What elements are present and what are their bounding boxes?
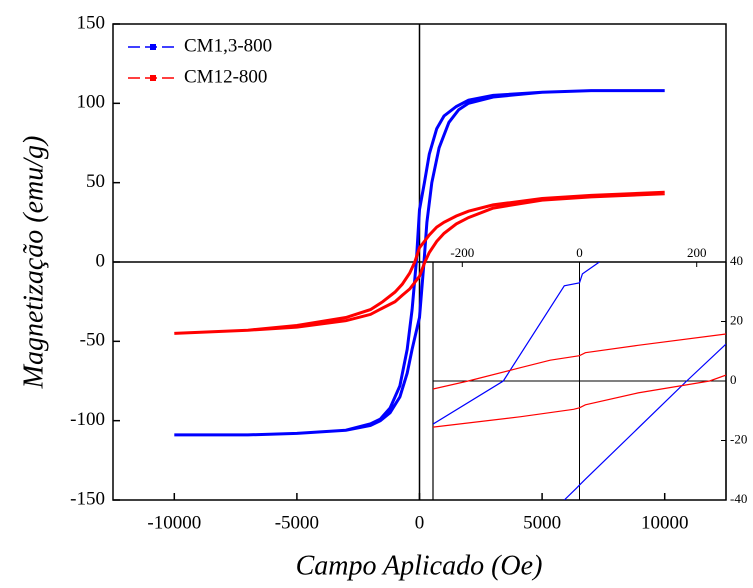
x-tick-label: 5000 [523, 512, 561, 533]
x-tick-label: 200 [687, 245, 707, 260]
y-tick-label: 0 [96, 250, 106, 271]
legend-label: CM1,3-800 [184, 35, 272, 56]
y-tick-label: -20 [730, 431, 747, 446]
y-tick-label: 100 [77, 92, 106, 113]
legend-marker [150, 44, 156, 50]
y-tick-label: -100 [70, 409, 105, 430]
y-tick-label: -50 [80, 330, 105, 351]
y-axis-title: Magnetização (emu/g) [18, 136, 49, 390]
y-tick-label: 40 [730, 253, 743, 268]
y-tick-label: 0 [730, 372, 737, 387]
x-axis-title: Campo Aplicado (Oe) [296, 550, 543, 581]
legend-label: CM12-800 [184, 66, 267, 87]
x-tick-label: -5000 [275, 512, 319, 533]
x-tick-label: -10000 [147, 512, 201, 533]
series-line [433, 262, 600, 425]
series-line [174, 190, 665, 335]
y-tick-label: -40 [730, 491, 747, 506]
y-tick-label: 150 [77, 12, 106, 33]
series-line [433, 333, 726, 390]
x-tick-label: -200 [450, 245, 474, 260]
x-tick-label: 0 [576, 245, 583, 260]
series-line [563, 343, 726, 500]
legend-marker [150, 75, 156, 81]
y-tick-label: 20 [730, 312, 743, 327]
x-tick-label: 0 [415, 512, 425, 533]
series-line [174, 89, 665, 437]
series-line [433, 374, 726, 428]
y-tick-label: -150 [70, 488, 105, 509]
y-tick-label: 50 [86, 171, 105, 192]
x-tick-label: 10000 [641, 512, 689, 533]
